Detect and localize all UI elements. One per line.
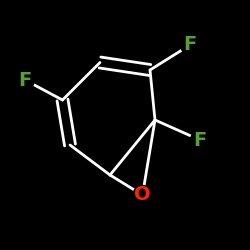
Text: F: F bbox=[18, 70, 32, 90]
Text: F: F bbox=[184, 36, 196, 54]
Circle shape bbox=[190, 130, 210, 150]
Text: F: F bbox=[194, 130, 206, 150]
Circle shape bbox=[16, 70, 34, 90]
Circle shape bbox=[180, 36, 200, 54]
Text: O: O bbox=[134, 186, 151, 204]
Circle shape bbox=[133, 186, 152, 204]
